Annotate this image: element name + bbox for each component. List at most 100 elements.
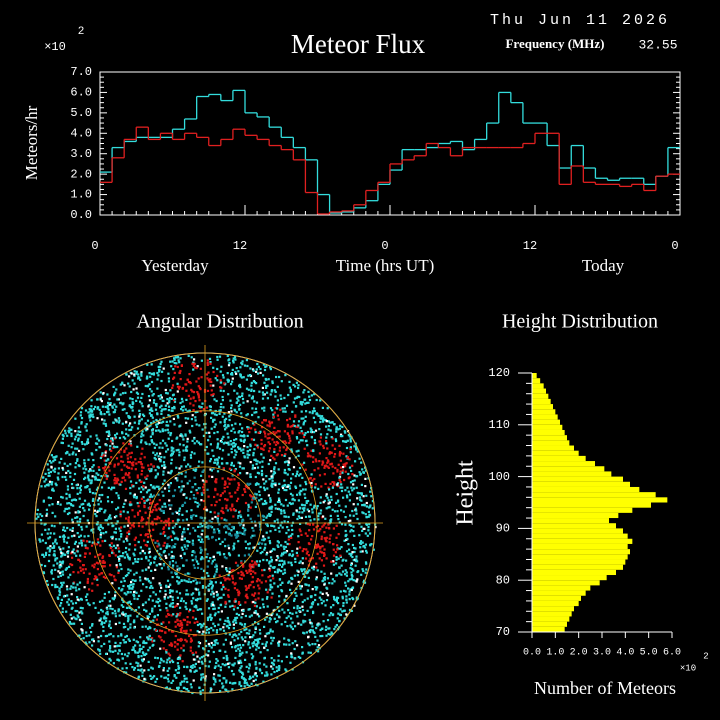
sky-dot	[301, 511, 304, 514]
sky-dot	[126, 457, 129, 460]
sky-dot	[62, 468, 65, 471]
sky-dot	[310, 489, 314, 493]
sky-dot	[279, 524, 282, 527]
sky-dot	[112, 635, 115, 638]
date: Thu Jun 11 2026	[490, 12, 670, 29]
sky-dot	[291, 554, 294, 558]
sky-dot	[74, 462, 77, 465]
sky-dot	[122, 510, 125, 513]
sky-dot	[257, 514, 260, 517]
sky-dot	[277, 497, 281, 500]
sky-dot	[255, 667, 258, 670]
sky-dot	[251, 407, 254, 410]
sky-dot	[173, 605, 176, 608]
sky-dot	[272, 482, 275, 485]
sky-dot	[165, 585, 168, 589]
sky-dot	[90, 631, 93, 634]
sky-dot	[96, 538, 99, 541]
sky-dot	[41, 514, 44, 518]
sky-dot	[145, 578, 148, 581]
sky-dot	[306, 597, 309, 600]
sky-dot	[141, 674, 144, 677]
sky-dot	[136, 474, 139, 477]
sky-dot	[243, 530, 246, 533]
sky-dot	[300, 568, 303, 571]
sky-dot	[273, 670, 276, 674]
sky-dot	[161, 464, 164, 467]
sky-dot	[316, 545, 319, 548]
sky-dot	[295, 425, 298, 428]
sky-dot	[311, 410, 314, 413]
sky-dot	[64, 568, 67, 571]
sky-dot	[286, 485, 289, 488]
sky-dot	[110, 456, 113, 459]
sky-dot	[309, 427, 312, 430]
sky-dot	[329, 482, 332, 485]
sky-dot	[286, 602, 289, 605]
sky-dot	[355, 555, 358, 558]
sky-dot	[336, 470, 339, 473]
sky-dot	[176, 643, 179, 646]
sky-dot	[117, 608, 120, 611]
sky-dot	[247, 641, 250, 644]
sky-dot	[302, 548, 305, 551]
sky-dot	[294, 415, 297, 418]
sky-dot	[114, 622, 117, 626]
sky-dot	[315, 507, 318, 510]
sky-dot	[130, 444, 133, 447]
sky-dot	[289, 661, 292, 664]
sky-dot	[176, 565, 179, 568]
sky-dot	[200, 443, 203, 446]
sky-dot	[341, 595, 344, 598]
sky-dot	[100, 525, 103, 528]
sky-dot	[219, 618, 222, 621]
sky-dot	[88, 504, 91, 507]
sky-dot	[252, 586, 255, 589]
sky-dot	[177, 416, 180, 419]
sky-dot	[276, 414, 279, 417]
sky-dot	[71, 521, 74, 524]
sky-dot	[251, 534, 254, 537]
sky-dot	[140, 647, 143, 651]
sky-dot	[47, 474, 50, 477]
sky-dot	[218, 574, 221, 577]
sky-dot	[199, 540, 202, 543]
sky-dot	[198, 424, 201, 427]
sky-dot	[301, 605, 304, 608]
sky-dot	[346, 496, 349, 499]
sky-dot	[120, 604, 123, 607]
sky-dot	[318, 428, 321, 431]
sky-dot	[283, 520, 286, 523]
sky-dot	[177, 356, 180, 359]
sky-dot	[189, 397, 192, 400]
sky-dot	[46, 463, 49, 466]
sky-dot	[195, 468, 198, 471]
sky-dot	[292, 513, 295, 516]
sky-dot	[277, 491, 280, 494]
sky-dot	[209, 557, 212, 560]
sky-dot	[200, 376, 203, 379]
sky-dot	[210, 469, 213, 472]
sky-dot	[176, 477, 179, 480]
sky-dot	[273, 525, 276, 528]
sky-dot	[237, 486, 240, 489]
sky-dot	[91, 466, 94, 469]
sky-dot	[80, 503, 83, 506]
sky-dot	[168, 654, 172, 657]
sky-dot	[319, 420, 322, 424]
sky-dot	[334, 625, 337, 628]
sky-dot	[254, 626, 257, 629]
sky-dot	[317, 467, 320, 470]
sky-dot	[160, 622, 163, 625]
sky-dot	[209, 613, 212, 616]
sky-dot	[208, 475, 211, 478]
sky-dot	[106, 610, 109, 613]
sky-dot	[321, 592, 324, 595]
sky-dot	[358, 471, 361, 474]
sky-dot	[352, 503, 355, 506]
sky-dot	[142, 485, 145, 488]
sky-dot	[151, 599, 154, 602]
sky-dot	[189, 683, 192, 686]
sky-dot	[128, 442, 131, 446]
sky-dot	[122, 584, 125, 588]
